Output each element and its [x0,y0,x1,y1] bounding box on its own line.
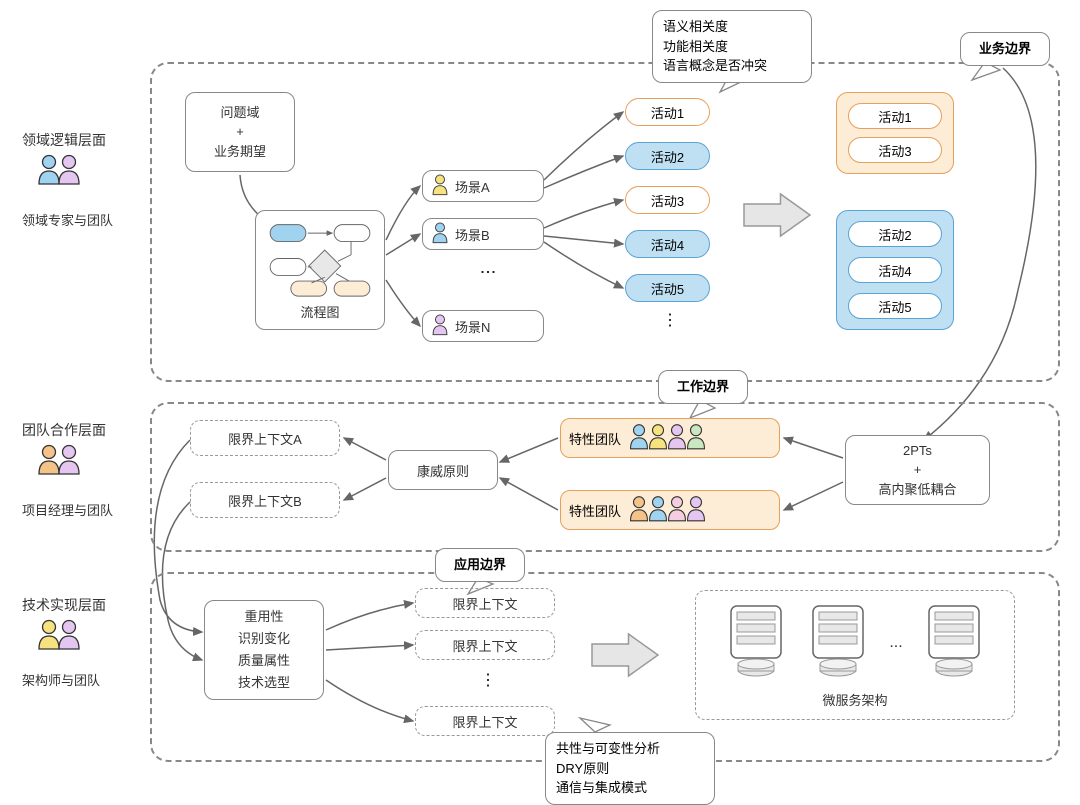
group-blue-item-2: 活动5 [848,293,942,319]
microservice-box: ... 微服务架构 [695,590,1015,720]
layer-1-subtitle: 项目经理与团队 [22,500,113,519]
group-orange-item-0: 活动1 [848,103,942,129]
layer-2-subtitle: 架构师与团队 [22,670,100,689]
scene-1: 场景B [422,218,544,250]
activity-0: 活动1 [625,98,710,126]
group-orange-item-1: 活动3 [848,137,942,163]
group-blue: 活动2 活动4 活动5 [836,210,954,330]
activity-2: 活动3 [625,186,710,214]
bc-context-0: 限界上下文 [415,588,555,618]
bubble-biz-boundary: 业务边界 [960,32,1050,66]
big-arrow-1 [742,190,812,245]
qualities-box: 重用性识别变化质量属性技术选型 [204,600,324,700]
activity-4: 活动5 [625,274,710,302]
bubble-work-boundary: 工作边界 [658,370,748,404]
conway-box: 康威原则 [388,450,498,490]
big-arrow-2 [590,630,660,685]
bc-b: 限界上下文B [190,482,340,518]
activity-dots: ⋮ [662,310,678,330]
group-blue-item-1: 活动4 [848,257,942,283]
bubble-analysis: 共性与可变性分析DRY原则通信与集成模式 [545,732,715,805]
layer-1-people [36,444,82,481]
layer-1-title: 团队合作层面 [22,420,106,440]
activity-3: 活动4 [625,230,710,258]
pts-box: 2PTs+高内聚低耦合 [845,435,990,505]
group-orange: 活动1活动3 [836,92,954,174]
bc-dots: ⋮ [480,670,496,690]
scene-0: 场景A [422,170,544,202]
feature-team-1: 特性团队 [560,490,780,530]
feature-team-0: 特性团队 [560,418,780,458]
bubble-semantic: 语义相关度功能相关度语言概念是否冲突 [652,10,812,83]
layer-2-title: 技术实现层面 [22,595,106,615]
bc-context-2: 限界上下文 [415,706,555,736]
group-blue-item-0: 活动2 [848,221,942,247]
scene-dots: ⋮ [478,264,497,282]
bc-context-1: 限界上下文 [415,630,555,660]
problem-box: 问题域+业务期望 [185,92,295,172]
activity-1: 活动2 [625,142,710,170]
layer-0-people [36,154,82,191]
bubble-app-boundary: 应用边界 [435,548,525,582]
flowchart-box: 流程图 [255,210,385,330]
layer-0-title: 领域逻辑层面 [22,130,106,150]
bc-a: 限界上下文A [190,420,340,456]
layer-0-subtitle: 领域专家与团队 [22,210,113,229]
layer-2-people [36,619,82,656]
scene-2: 场景N [422,310,544,342]
